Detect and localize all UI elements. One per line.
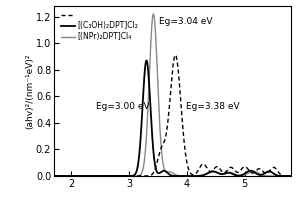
Text: Eg=3.04 eV: Eg=3.04 eV [159,17,213,26]
Legend: , [(C₃OH)₂DPT]Cl₂, [(NPr)₂DPT]Cl₄: , [(C₃OH)₂DPT]Cl₂, [(NPr)₂DPT]Cl₄ [60,10,140,42]
Text: Eg=3.38 eV: Eg=3.38 eV [186,102,239,111]
Y-axis label: (ahv)²/(nm⁻¹eV)²: (ahv)²/(nm⁻¹eV)² [26,53,34,129]
Text: Eg=3.00 eV: Eg=3.00 eV [96,102,149,111]
